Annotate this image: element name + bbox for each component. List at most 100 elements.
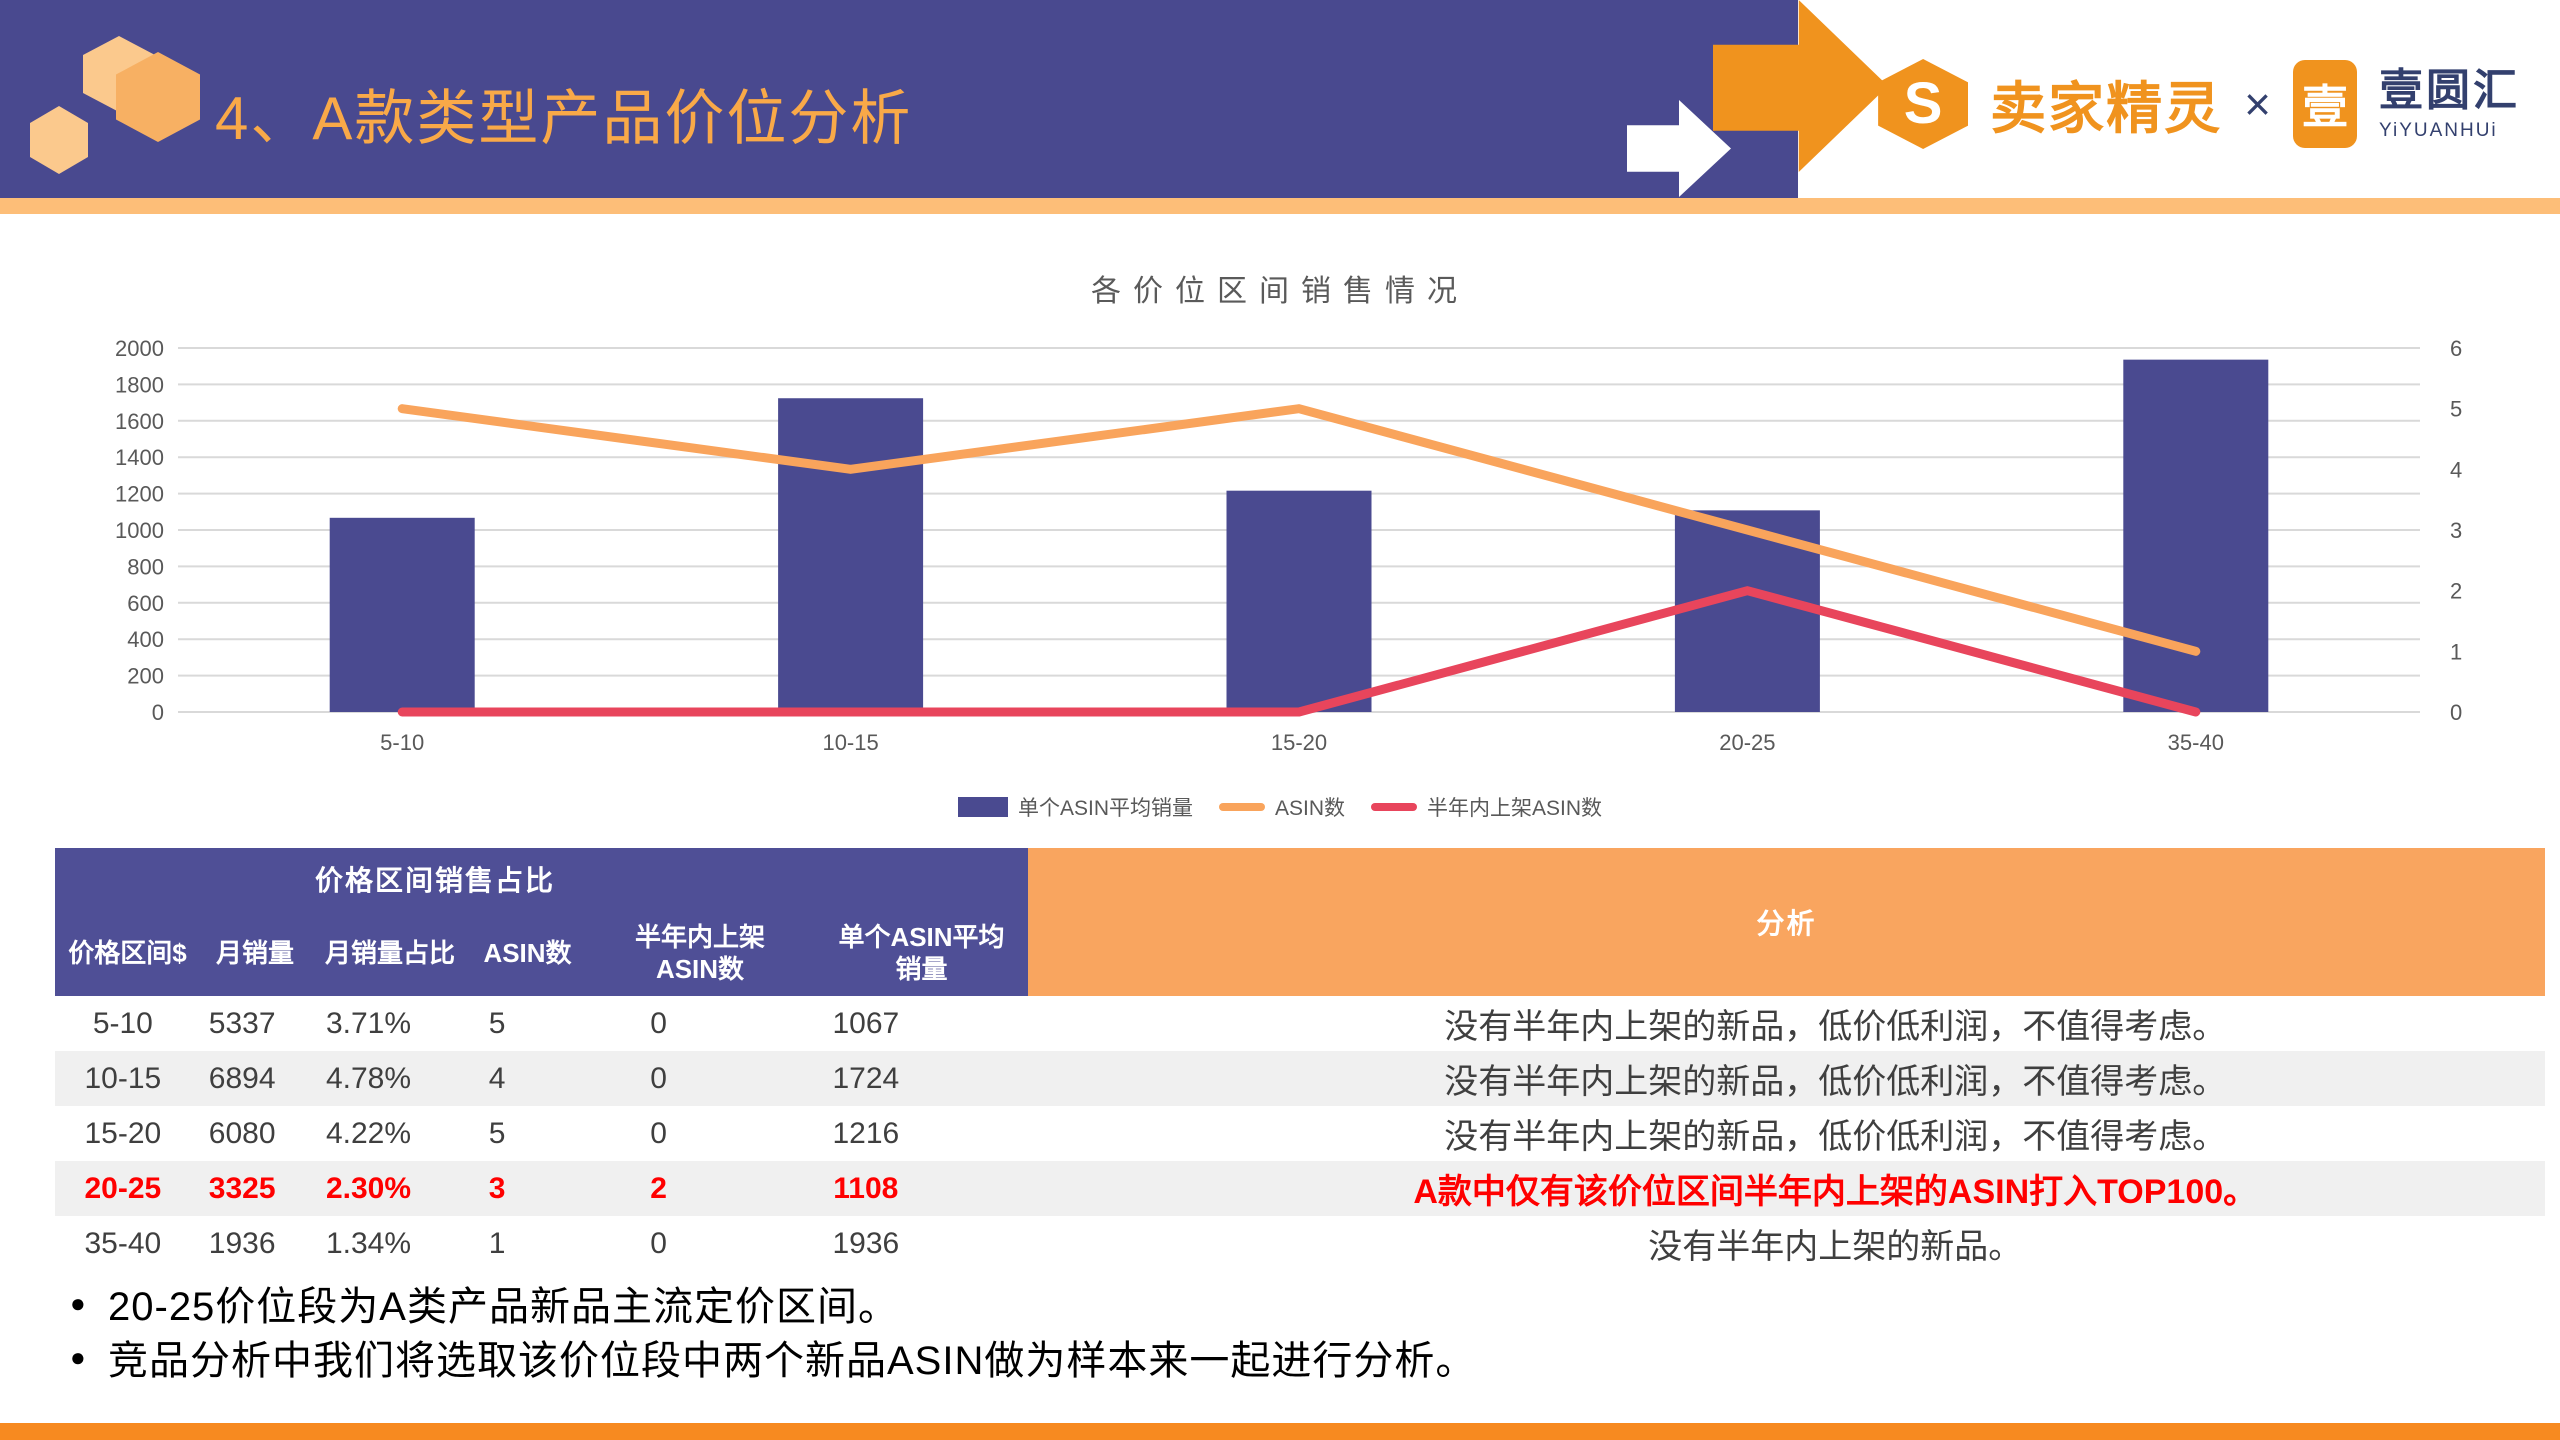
left-axis-tick-label: 600 bbox=[127, 591, 164, 616]
right-axis-tick-label: 1 bbox=[2450, 639, 2462, 664]
cell-range: 20-25 bbox=[84, 1171, 162, 1205]
cell-new_asin_count: 0 bbox=[650, 1116, 667, 1150]
yiyuanhui-logo-char: 壹 bbox=[2302, 81, 2348, 133]
cell-monthly_sales: 5337 bbox=[208, 1006, 276, 1040]
bullet-text: 竞品分析中我们将选取该价位段中两个新品ASIN做为样本来一起进行分析。 bbox=[108, 1339, 1477, 1383]
right-axis-tick-label: 2 bbox=[2450, 579, 2462, 604]
cell-monthly_sales: 1936 bbox=[208, 1226, 276, 1260]
sellersprite-logo-icon: S bbox=[1878, 59, 1969, 149]
sellersprite-logo-letter: S bbox=[1903, 71, 1943, 136]
cell-monthly_sales: 6080 bbox=[208, 1116, 276, 1150]
left-axis-tick-label: 400 bbox=[127, 627, 164, 652]
bullet-item: ● 竞品分析中我们将选取该价位段中两个新品ASIN做为样本来一起进行分析。 bbox=[70, 1330, 1476, 1384]
right-axis-tick-label: 5 bbox=[2450, 397, 2462, 422]
column-header-analysis: 分析 bbox=[1028, 848, 2545, 996]
legend-swatch-icon bbox=[1371, 803, 1417, 811]
right-axis-tick-label: 4 bbox=[2450, 457, 2462, 482]
table-header-background bbox=[55, 848, 1028, 996]
cell-monthly_sales: 3325 bbox=[208, 1171, 276, 1205]
price-range-sales-chart: 0 200 400 600 800 1000 1200 1400 1600 1800 2000 0 1 2… bbox=[115, 336, 2462, 755]
right-axis-tick-label: 0 bbox=[2450, 700, 2462, 725]
cell-range: 15-20 bbox=[84, 1116, 162, 1150]
brand-separator: × bbox=[2244, 78, 2271, 130]
right-axis-tick-label: 3 bbox=[2450, 518, 2462, 543]
cell-new_asin_count: 0 bbox=[650, 1061, 667, 1095]
bar-15-20 bbox=[1226, 490, 1372, 712]
legend-label: 半年内上架ASIN数 bbox=[1427, 797, 1603, 820]
table-row: 10-15 6894 4.78% 4 0 1724 没有半年内上架的新品，低价低利润，不值得… bbox=[55, 1051, 2545, 1106]
left-axis-tick-label: 2000 bbox=[115, 336, 164, 361]
chart-title: 各价位区间销售情况 bbox=[1091, 275, 1469, 308]
left-axis-tick-label: 1400 bbox=[115, 445, 164, 470]
category-label: 10-15 bbox=[822, 730, 878, 755]
legend-item: ASIN数 bbox=[1218, 792, 1345, 822]
cell-new_asin_count: 0 bbox=[650, 1006, 667, 1040]
cell-asin_count: 4 bbox=[488, 1061, 506, 1095]
legend-swatch-icon bbox=[1218, 803, 1265, 811]
bullet-text: 20-25价位段为A类产品新品主流定价区间。 bbox=[108, 1285, 899, 1329]
yiyuanhui-brand-name: 壹圆汇 bbox=[2379, 65, 2520, 115]
left-axis-tick-label: 200 bbox=[127, 664, 164, 689]
cell-share: 4.22% bbox=[325, 1116, 412, 1150]
table-header: 价格区间销售占比 价格区间$ 月销量 月销量占比 ASIN数 半年内上架 ASIN… bbox=[55, 848, 2545, 996]
cell-share: 2.30% bbox=[325, 1171, 412, 1205]
cell-asin_count: 5 bbox=[488, 1006, 506, 1040]
left-axis-tick-label: 1800 bbox=[115, 372, 164, 397]
cell-analysis: 没有半年内上架的新品。 bbox=[1648, 1228, 2023, 1266]
chart-legend: 单个ASIN平均销量 ASIN数 半年内上架ASIN数 bbox=[0, 792, 2560, 822]
column-header-avg-per-asin: 单个ASIN平均 销量 bbox=[838, 921, 1005, 985]
cell-analysis: 没有半年内上架的新品，低价低利润，不值得考虑。 bbox=[1444, 1008, 2227, 1046]
sellersprite-brand-name: 卖家精灵 bbox=[1990, 76, 2223, 140]
cell-share: 3.71% bbox=[325, 1006, 412, 1040]
column-header-price-range: 价格区间$ bbox=[68, 937, 187, 968]
line-series bbox=[397, 404, 2201, 656]
category-label: 15-20 bbox=[1271, 730, 1327, 755]
bullet-item: ● 20-25价位段为A类产品新品主流定价区间。 bbox=[70, 1276, 1476, 1330]
column-header-asin-count: ASIN数 bbox=[483, 937, 572, 968]
bullet-dot-icon: ● bbox=[70, 1287, 86, 1318]
legend-item: 单个ASIN平均销量 bbox=[957, 792, 1193, 822]
legend-swatch-icon bbox=[957, 797, 1008, 817]
left-axis-tick-label: 1200 bbox=[115, 482, 164, 507]
category-label: 5-10 bbox=[380, 730, 424, 755]
legend-item: 半年内上架ASIN数 bbox=[1371, 792, 1602, 822]
yiyuanhui-logo-icon: 壹 bbox=[2293, 60, 2357, 148]
column-header-monthly-sales: 月销量 bbox=[215, 937, 294, 968]
price-range-table: 价格区间销售占比 价格区间$ 月销量 月销量占比 ASIN数 半年内上架 ASIN… bbox=[55, 848, 2545, 1271]
cell-avg_per_asin: 1216 bbox=[832, 1116, 900, 1150]
table-row: 20-25 3325 2.30% 3 2 1108 A款中仅有该价位区间半年内上架的ASIN… bbox=[55, 1161, 2545, 1216]
table-group-header: 价格区间销售占比 bbox=[314, 865, 555, 896]
legend-label: ASIN数 bbox=[1274, 797, 1345, 820]
cell-analysis: 没有半年内上架的新品，低价低利润，不值得考虑。 bbox=[1444, 1063, 2227, 1101]
table-row: 35-40 1936 1.34% 1 0 1936 没有半年内上架的新品。 bbox=[55, 1216, 2545, 1271]
footer-bar bbox=[0, 1423, 2560, 1440]
summary-bullet-list: ● 20-25价位段为A类产品新品主流定价区间。 ● 竞品分析中我们将选取该价位段中两… bbox=[70, 1276, 1476, 1384]
left-axis-tick-label: 800 bbox=[127, 554, 164, 579]
column-header-sales-share: 月销量占比 bbox=[324, 937, 455, 968]
cell-range: 5-10 bbox=[92, 1006, 153, 1040]
cell-avg_per_asin: 1067 bbox=[832, 1006, 900, 1040]
left-axis-tick-label: 1000 bbox=[115, 518, 164, 543]
right-axis-tick-label: 6 bbox=[2450, 336, 2462, 361]
yiyuanhui-brand-sub: YiYUANHUi bbox=[2379, 119, 2498, 141]
bar-10-15 bbox=[778, 398, 924, 712]
table-body: 5-10 5337 3.71% 5 0 1067 没有半年内上架的新品，低价低利润，不值得考… bbox=[55, 996, 2545, 1271]
bar-35-40 bbox=[2123, 359, 2269, 712]
cell-asin_count: 1 bbox=[488, 1226, 506, 1260]
cell-range: 10-15 bbox=[84, 1061, 162, 1095]
cell-range: 35-40 bbox=[84, 1226, 162, 1260]
category-label: 35-40 bbox=[2168, 730, 2224, 755]
left-axis-tick-label: 0 bbox=[152, 700, 164, 725]
cell-avg_per_asin: 1724 bbox=[832, 1061, 900, 1095]
brand-logos: S 卖家精灵 × 壹 壹圆汇 YiYUANHUi bbox=[1878, 56, 2520, 152]
column-header-new-asin-count: 半年内上架 ASIN数 bbox=[634, 921, 765, 985]
cell-share: 1.34% bbox=[325, 1226, 412, 1260]
bar-5-10 bbox=[329, 517, 475, 712]
left-axis-tick-label: 1600 bbox=[115, 409, 164, 434]
table-row: 5-10 5337 3.71% 5 0 1067 没有半年内上架的新品，低价低利润，不值得考… bbox=[55, 996, 2545, 1051]
cell-avg_per_asin: 1936 bbox=[832, 1226, 900, 1260]
header-band bbox=[0, 0, 1798, 198]
cell-new_asin_count: 2 bbox=[650, 1171, 667, 1205]
cell-new_asin_count: 0 bbox=[650, 1226, 667, 1260]
cell-asin_count: 5 bbox=[488, 1116, 506, 1150]
